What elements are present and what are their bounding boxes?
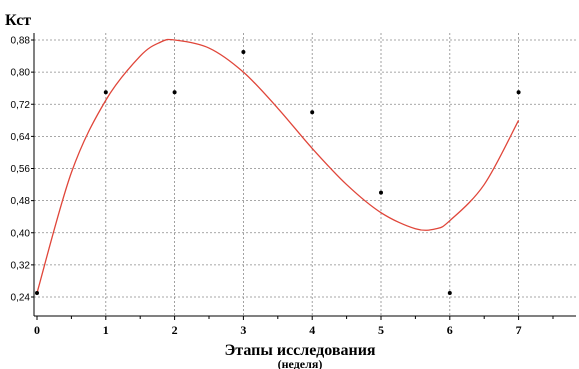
y-tick-label: 0,64 — [11, 132, 31, 143]
x-tick-label: 4 — [309, 323, 315, 337]
fit-curve-layer — [36, 38, 520, 294]
data-points — [35, 50, 521, 295]
x-axis-label: Этапы исследования — [224, 342, 375, 359]
y-tick-label: 0,48 — [11, 196, 31, 207]
y-tick-label: 0,32 — [11, 260, 31, 271]
tick-labels: 0,24 0,32 0,40 0,48 0,56 0,64 0,72 0,80 0,88 0 1 2 3… — [11, 36, 522, 338]
x-tick-label: 2 — [172, 323, 178, 337]
y-tick-label: 0,88 — [11, 36, 31, 47]
grid-lines — [34, 33, 576, 316]
x-tick-label: 0 — [34, 323, 40, 337]
data-point — [172, 90, 177, 95]
data-point — [241, 50, 246, 55]
data-point — [103, 90, 108, 95]
axes — [31, 33, 576, 320]
y-axis-label: Кст — [5, 12, 31, 29]
x-tick-label: 5 — [378, 323, 384, 337]
fit-curve — [36, 38, 520, 294]
y-tick-label: 0,80 — [11, 68, 31, 79]
x-tick-label: 6 — [447, 323, 453, 337]
data-point — [447, 290, 452, 295]
data-point — [516, 90, 521, 95]
x-tick-label: 7 — [516, 323, 522, 337]
y-tick-label: 0,40 — [11, 228, 31, 239]
x-axis-sublabel: (неделя) — [278, 357, 323, 369]
y-tick-label: 0,72 — [11, 100, 31, 111]
data-point — [379, 190, 383, 195]
x-tick-label: 3 — [240, 323, 246, 337]
y-tick-label: 0,56 — [11, 164, 31, 175]
data-point — [310, 110, 315, 115]
data-point — [35, 290, 39, 295]
y-tick-label: 0,24 — [11, 293, 31, 304]
x-tick-label: 1 — [103, 323, 109, 337]
